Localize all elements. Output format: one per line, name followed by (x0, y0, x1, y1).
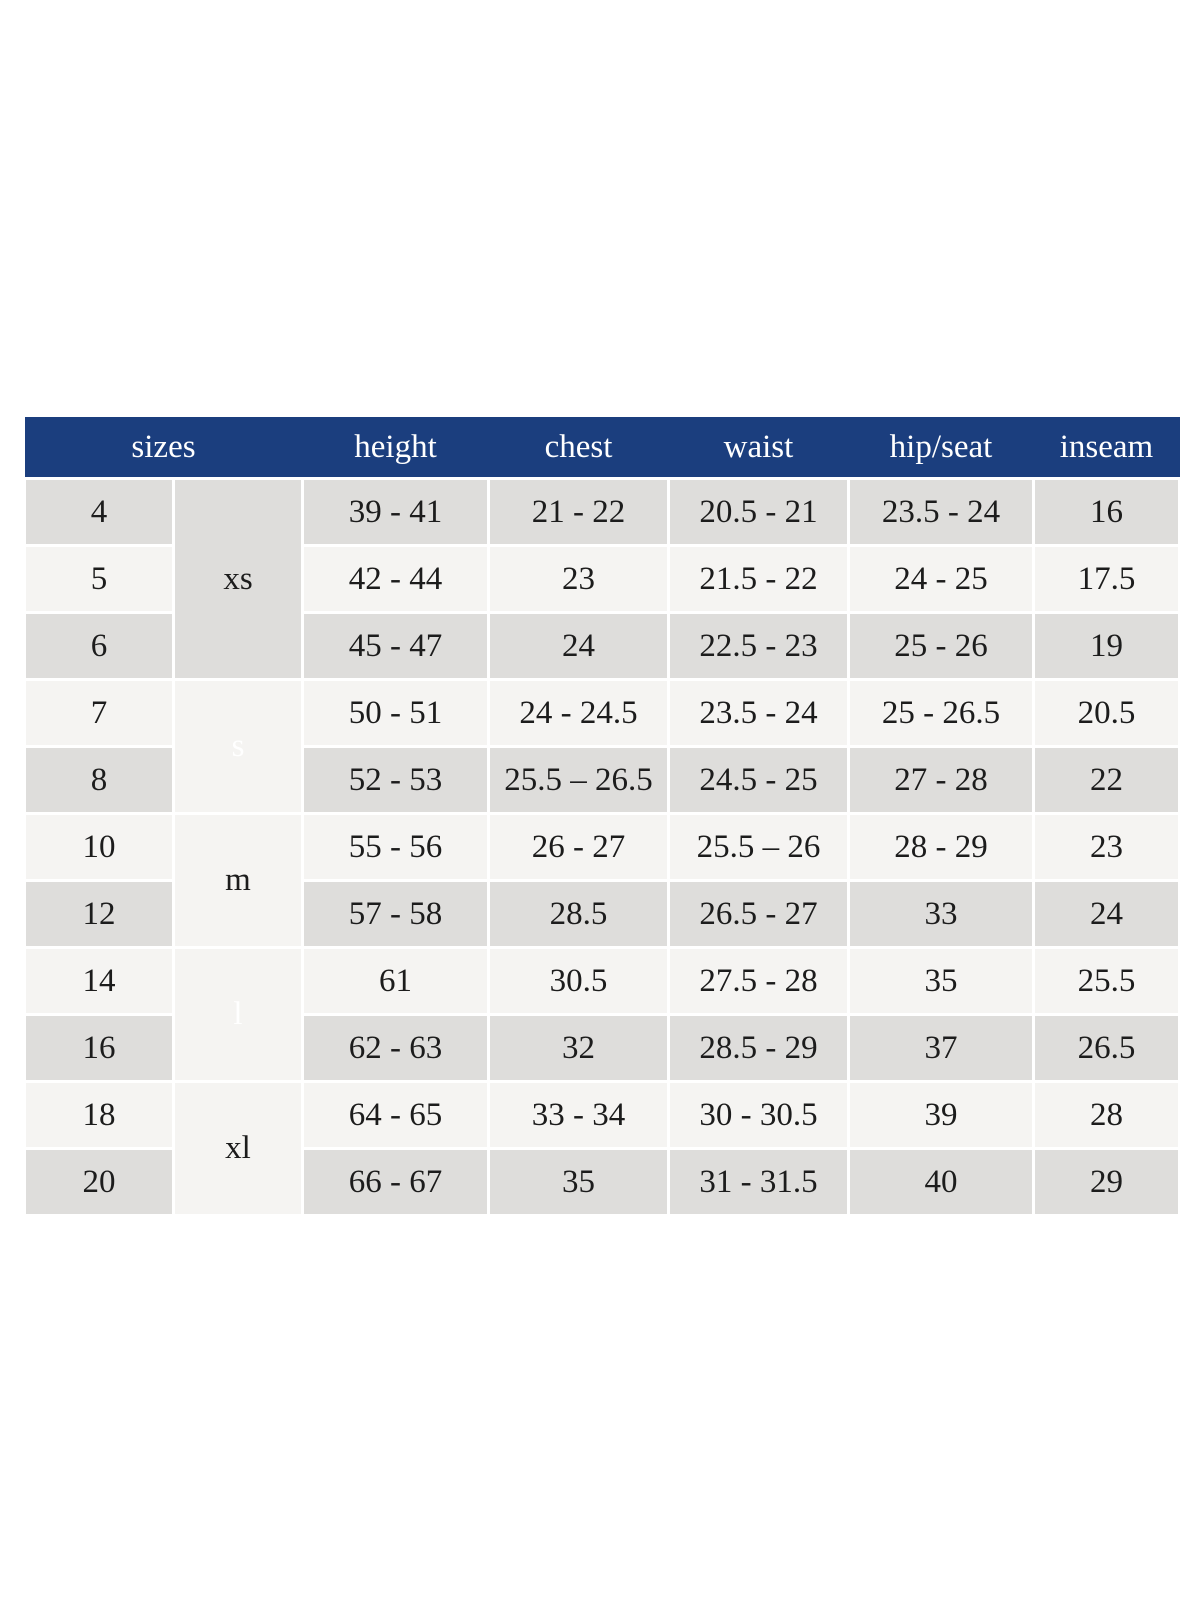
size-cell: 6 (23, 611, 175, 681)
size-cell: 12 (23, 879, 175, 949)
waist-cell: 24.5 - 25 (667, 745, 850, 815)
size-group-cell-xs: xs (172, 477, 304, 681)
chest-cell: 35 (487, 1147, 670, 1217)
inseam-cell: 26.5 (1032, 1013, 1181, 1083)
table-row: 4 xs 39 - 41 21 - 22 20.5 - 21 23.5 - 24… (23, 477, 1181, 681)
waist-cell: 31 - 31.5 (667, 1147, 850, 1217)
chest-cell: 28.5 (487, 879, 670, 949)
height-cell: 62 - 63 (301, 1013, 490, 1083)
size-cell: 20 (23, 1147, 175, 1217)
height-cell: 61 (301, 946, 490, 1016)
hip-seat-cell: 28 - 29 (847, 812, 1035, 882)
chest-cell: 32 (487, 1013, 670, 1083)
size-cell: 16 (23, 1013, 175, 1083)
hip-seat-cell: 33 (847, 879, 1035, 949)
hip-seat-cell: 27 - 28 (847, 745, 1035, 815)
size-cell: 8 (23, 745, 175, 815)
table-row: 12 57 - 58 28.5 26.5 - 27 33 24 (23, 879, 1181, 949)
table-row: 6 45 - 47 24 22.5 - 23 25 - 26 19 (23, 611, 1181, 681)
hip-seat-cell: 37 (847, 1013, 1035, 1083)
waist-cell: 20.5 - 21 (667, 477, 850, 547)
hip-seat-cell: 25 - 26.5 (847, 678, 1035, 748)
inseam-cell: 25.5 (1032, 946, 1181, 1016)
size-chart-table: sizes height chest waist hip/seat inseam… (23, 417, 1181, 1217)
chest-cell: 24 - 24.5 (487, 678, 670, 748)
table-row: 14 l 61 30.5 27.5 - 28 35 25.5 (23, 946, 1181, 1083)
chest-cell: 21 - 22 (487, 477, 670, 547)
size-group-cell-l: l (172, 946, 304, 1083)
height-cell: 64 - 65 (301, 1080, 490, 1150)
chest-cell: 33 - 34 (487, 1080, 670, 1150)
column-header-height: height (302, 417, 489, 479)
chest-cell: 23 (487, 544, 670, 614)
column-header-chest: chest (488, 417, 669, 479)
waist-cell: 22.5 - 23 (667, 611, 850, 681)
waist-cell: 25.5 – 26 (667, 812, 850, 882)
inseam-cell: 22 (1032, 745, 1181, 815)
hip-seat-cell: 39 (847, 1080, 1035, 1150)
column-header-waist: waist (668, 417, 849, 479)
chest-cell: 30.5 (487, 946, 670, 1016)
chest-cell: 24 (487, 611, 670, 681)
waist-cell: 30 - 30.5 (667, 1080, 850, 1150)
waist-cell: 21.5 - 22 (667, 544, 850, 614)
size-cell: 7 (23, 678, 175, 748)
chest-cell: 25.5 – 26.5 (487, 745, 670, 815)
inseam-cell: 29 (1032, 1147, 1181, 1217)
table-row: 5 42 - 44 23 21.5 - 22 24 - 25 17.5 (23, 544, 1181, 614)
table-row: 8 52 - 53 25.5 – 26.5 24.5 - 25 27 - 28 … (23, 745, 1181, 815)
size-cell: 18 (23, 1080, 175, 1150)
height-cell: 45 - 47 (301, 611, 490, 681)
size-cell: 14 (23, 946, 175, 1016)
hip-seat-cell: 40 (847, 1147, 1035, 1217)
size-cell: 10 (23, 812, 175, 882)
column-header-sizes: sizes (24, 417, 303, 479)
table-row: 7 s 50 - 51 24 - 24.5 23.5 - 24 25 - 26.… (23, 678, 1181, 815)
size-cell: 5 (23, 544, 175, 614)
height-cell: 57 - 58 (301, 879, 490, 949)
chest-cell: 26 - 27 (487, 812, 670, 882)
column-header-inseam: inseam (1033, 417, 1180, 479)
hip-seat-cell: 23.5 - 24 (847, 477, 1035, 547)
inseam-cell: 23 (1032, 812, 1181, 882)
size-cell: 4 (23, 477, 175, 547)
table-row: 18 xl 64 - 65 33 - 34 30 - 30.5 39 28 (23, 1080, 1181, 1217)
size-group-cell-s: s (172, 678, 304, 815)
hip-seat-cell: 35 (847, 946, 1035, 1016)
inseam-cell: 20.5 (1032, 678, 1181, 748)
table-row: 20 66 - 67 35 31 - 31.5 40 29 (23, 1147, 1181, 1217)
inseam-cell: 24 (1032, 879, 1181, 949)
hip-seat-cell: 25 - 26 (847, 611, 1035, 681)
waist-cell: 28.5 - 29 (667, 1013, 850, 1083)
height-cell: 66 - 67 (301, 1147, 490, 1217)
table-row: 10 m 55 - 56 26 - 27 25.5 – 26 28 - 29 2… (23, 812, 1181, 949)
inseam-cell: 16 (1032, 477, 1181, 547)
waist-cell: 23.5 - 24 (667, 678, 850, 748)
table-row: 16 62 - 63 32 28.5 - 29 37 26.5 (23, 1013, 1181, 1083)
inseam-cell: 19 (1032, 611, 1181, 681)
waist-cell: 27.5 - 28 (667, 946, 850, 1016)
height-cell: 52 - 53 (301, 745, 490, 815)
height-cell: 55 - 56 (301, 812, 490, 882)
inseam-cell: 17.5 (1032, 544, 1181, 614)
waist-cell: 26.5 - 27 (667, 879, 850, 949)
hip-seat-cell: 24 - 25 (847, 544, 1035, 614)
height-cell: 42 - 44 (301, 544, 490, 614)
header-row: sizes height chest waist hip/seat inseam (24, 417, 1180, 479)
height-cell: 39 - 41 (301, 477, 490, 547)
inseam-cell: 28 (1032, 1080, 1181, 1150)
column-header-hip-seat: hip/seat (848, 417, 1034, 479)
height-cell: 50 - 51 (301, 678, 490, 748)
size-group-cell-m: m (172, 812, 304, 949)
size-group-cell-xl: xl (172, 1080, 304, 1217)
